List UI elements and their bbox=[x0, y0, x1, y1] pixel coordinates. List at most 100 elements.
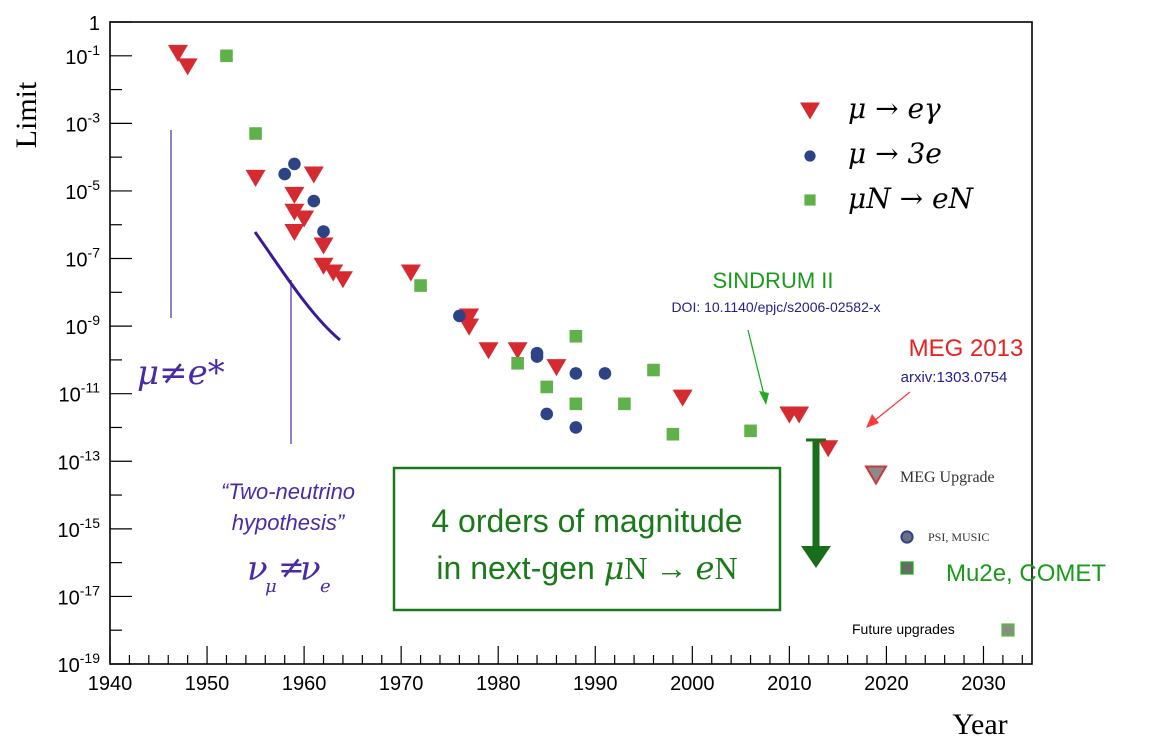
y-tick-label: 10-1 bbox=[65, 42, 100, 69]
x-tick-label: 1960 bbox=[282, 673, 327, 695]
y-tick-label: 10-5 bbox=[65, 177, 100, 204]
y-tick-label: 10-7 bbox=[65, 245, 100, 272]
upgrade-label-mu2e-comet: Mu2e, COMET bbox=[946, 560, 1106, 587]
data-point-series-2 bbox=[618, 397, 631, 411]
nu-mu-neq-nu-e-label: ν μ ≠ ν e bbox=[247, 548, 331, 597]
sindrum-label: SINDRUM II bbox=[713, 268, 834, 293]
nu-mu-symbol: ν bbox=[247, 549, 268, 589]
upgrade-marker-0 bbox=[864, 465, 888, 486]
x-tick-label: 2020 bbox=[864, 673, 909, 695]
mu-ne-e-label: μ≠e* bbox=[137, 353, 225, 393]
legend-label-mu-3e: μ → 3e bbox=[848, 137, 942, 170]
data-point-series-1 bbox=[307, 194, 321, 208]
upgrade-marker-1 bbox=[900, 530, 914, 544]
data-point-series-0 bbox=[294, 210, 315, 228]
meg-arrow-head bbox=[866, 414, 879, 428]
data-point-series-2 bbox=[414, 279, 427, 292]
improvement-arrow-head bbox=[801, 546, 831, 568]
plot-frame bbox=[109, 21, 1033, 665]
y-tick-label: 10-17 bbox=[58, 582, 101, 609]
y-axis-ticks: 1 10-1 10-3 10-5 10-7 10-9 10-11 10-13 10-15 10-1… bbox=[58, 13, 132, 677]
data-point-series-1 bbox=[598, 367, 612, 380]
x-tick-label: 1950 bbox=[185, 673, 230, 695]
data-point-series-1 bbox=[530, 350, 544, 363]
legend-marker-1 bbox=[804, 150, 816, 162]
data-point-series-1 bbox=[569, 421, 583, 434]
y-tick-label: 10-13 bbox=[58, 447, 101, 474]
legend-label-mu-n-e-n: μN → eN bbox=[848, 182, 975, 215]
data-point-series-0 bbox=[323, 264, 344, 282]
data-point-series-2 bbox=[569, 329, 583, 343]
data-point-series-1 bbox=[540, 407, 554, 421]
data-point-series-0 bbox=[459, 318, 480, 336]
data-point-series-0 bbox=[313, 257, 334, 275]
data-point-series-0 bbox=[672, 389, 693, 407]
x-axis-title: Year bbox=[952, 708, 1007, 740]
sindrum-arrow-line bbox=[747, 329, 765, 396]
next-gen-box-line-2: in next-gen μN → eN bbox=[436, 549, 737, 587]
y-tick-label: 10-3 bbox=[65, 109, 100, 136]
legend: μ → eγ μ → 3e μN → eN bbox=[800, 92, 975, 215]
nu-e-symbol: ν bbox=[300, 549, 321, 589]
data-point-series-0 bbox=[332, 271, 353, 289]
meg-arxiv: arxiv:1303.0754 bbox=[901, 369, 1008, 386]
data-point-series-2 bbox=[647, 363, 660, 377]
nu-e-subscript: e bbox=[320, 576, 331, 597]
data-markers bbox=[167, 44, 839, 458]
next-gen-box-line-1: 4 orders of magnitude bbox=[431, 503, 742, 539]
upgrade-label-future: Future upgrades bbox=[852, 621, 955, 637]
data-point-series-0 bbox=[818, 440, 839, 458]
legend-label-mu-e-gamma: μ → eγ bbox=[848, 92, 941, 125]
x-tick-label: 1970 bbox=[379, 673, 424, 695]
nu-mu-subscript: μ bbox=[265, 576, 277, 597]
data-point-series-2 bbox=[569, 397, 583, 411]
data-point-series-0 bbox=[167, 44, 188, 62]
legend-marker-0 bbox=[800, 102, 820, 120]
data-point-series-0 bbox=[177, 58, 198, 76]
data-point-series-2 bbox=[540, 380, 554, 394]
data-point-series-1 bbox=[569, 367, 583, 380]
data-point-series-1 bbox=[288, 157, 301, 171]
legend-marker-2 bbox=[804, 194, 816, 206]
x-tick-label: 2010 bbox=[767, 673, 812, 695]
data-point-series-0 bbox=[284, 203, 305, 221]
data-point-series-1 bbox=[317, 225, 330, 238]
data-point-series-0 bbox=[789, 406, 810, 424]
data-point-series-0 bbox=[245, 169, 266, 187]
meg-arrow-line bbox=[873, 391, 911, 422]
x-tick-label: 2000 bbox=[670, 673, 715, 695]
data-point-series-0 bbox=[400, 264, 421, 282]
data-point-series-1 bbox=[453, 309, 466, 323]
data-point-series-2 bbox=[249, 127, 262, 140]
x-tick-label: 1980 bbox=[476, 673, 521, 695]
data-point-series-1 bbox=[278, 167, 291, 181]
next-gen-box bbox=[392, 466, 782, 612]
data-point-series-2 bbox=[666, 427, 680, 441]
two-neutrino-label-2: hypothesis” bbox=[232, 510, 346, 535]
sindrum-doi: DOI: 10.1140/epjc/s2006-02582-x bbox=[671, 299, 880, 315]
meg-label: MEG 2013 bbox=[909, 335, 1024, 362]
data-point-series-0 bbox=[478, 342, 499, 360]
upgrade-markers bbox=[864, 465, 1015, 637]
data-point-series-0 bbox=[507, 342, 528, 360]
data-point-series-2 bbox=[744, 424, 757, 438]
data-point-series-0 bbox=[303, 166, 324, 184]
upgrade-marker-2 bbox=[900, 561, 914, 575]
upgrade-label-psi-music: PSI, MUSIC bbox=[928, 530, 989, 544]
x-tick-label: 1940 bbox=[88, 673, 133, 695]
upgrade-label-meg: MEG Upgrade bbox=[900, 469, 995, 486]
y-tick-label: 10-9 bbox=[65, 312, 100, 339]
data-point-series-0 bbox=[313, 237, 334, 255]
two-neutrino-label-1: “Two-neutrino bbox=[221, 479, 355, 504]
y-tick-label: 10-11 bbox=[59, 380, 101, 407]
data-point-series-2 bbox=[511, 356, 524, 370]
y-tick-label: 10-15 bbox=[58, 515, 101, 542]
y-tick-label: 1 bbox=[89, 13, 100, 35]
data-point-series-2 bbox=[220, 49, 233, 63]
data-point-series-0 bbox=[284, 223, 305, 241]
data-point-series-0 bbox=[284, 186, 305, 204]
y-axis-title: Limit bbox=[10, 81, 43, 148]
y-tick-label: 10-19 bbox=[58, 650, 101, 677]
theory-curve bbox=[253, 231, 341, 342]
